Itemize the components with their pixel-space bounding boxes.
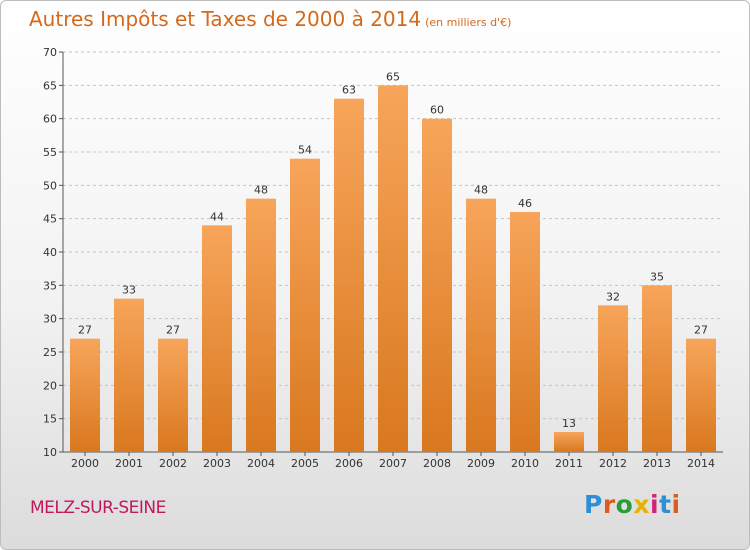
- y-tick-label: 50: [43, 179, 57, 192]
- data-label-2012: 32: [606, 290, 620, 303]
- logo-letter: t: [659, 490, 672, 519]
- bar-2003: [202, 225, 232, 452]
- x-tick-label-2013: 2013: [643, 457, 671, 470]
- x-tick-label-2010: 2010: [511, 457, 539, 470]
- bar-2000: [70, 338, 100, 452]
- data-label-2000: 27: [78, 324, 92, 337]
- bar-2002: [158, 338, 188, 452]
- x-tick-label-2005: 2005: [291, 457, 319, 470]
- logo-letter: i: [671, 490, 681, 519]
- x-tick-label-2006: 2006: [335, 457, 363, 470]
- data-label-2005: 54: [298, 144, 312, 157]
- data-label-2013: 35: [650, 270, 664, 283]
- data-label-2001: 33: [122, 284, 136, 297]
- x-tick-label-2000: 2000: [71, 457, 99, 470]
- commune-name: MELZ-SUR-SEINE: [30, 498, 166, 518]
- bar-2001: [114, 298, 144, 452]
- chart-title-text: Autres Impôts et Taxes de 2000 à 2014: [29, 7, 422, 31]
- bar-2007: [378, 85, 408, 452]
- x-tick-label-2001: 2001: [115, 457, 143, 470]
- data-label-2009: 48: [474, 184, 488, 197]
- bar-2012: [598, 305, 628, 452]
- data-label-2003: 44: [210, 210, 224, 223]
- chart-unit: (en milliers d'€): [425, 16, 512, 29]
- x-tick-label-2011: 2011: [555, 457, 583, 470]
- data-label-2004: 48: [254, 184, 268, 197]
- data-label-2014: 27: [694, 324, 708, 337]
- bar-2010: [510, 212, 540, 452]
- x-tick-label-2014: 2014: [687, 457, 715, 470]
- y-tick-label: 65: [43, 79, 57, 92]
- data-label-2002: 27: [166, 324, 180, 337]
- logo-letter: i: [650, 490, 660, 519]
- y-tick-label: 15: [43, 413, 57, 426]
- y-tick-label: 25: [43, 346, 57, 359]
- y-tick-label: 60: [43, 113, 57, 126]
- bar-2006: [334, 98, 364, 453]
- proxiti-logo[interactable]: Proxiti: [584, 490, 681, 519]
- logo-letter: o: [615, 490, 634, 519]
- bar-2013: [642, 285, 672, 452]
- y-tick-label: 35: [43, 279, 57, 292]
- bar-2004: [246, 198, 276, 452]
- x-tick-label-2012: 2012: [599, 457, 627, 470]
- y-tick-label: 70: [43, 46, 57, 59]
- bars: 27 33 27 44 48 54 63 65 60 48 46 13 32 35 27: [70, 70, 716, 453]
- logo-letter: r: [602, 490, 616, 519]
- data-label-2010: 46: [518, 197, 532, 210]
- y-tick-label: 10: [43, 446, 57, 459]
- axes: 10 15 20 25 30 35 40 45 50 55 60 65 70 2000 2001 2002 20…: [43, 46, 723, 470]
- data-label-2006: 63: [342, 84, 356, 97]
- logo-letter: P: [584, 490, 603, 519]
- x-tick-label-2009: 2009: [467, 457, 495, 470]
- chart-title: Autres Impôts et Taxes de 2000 à 2014 (en…: [29, 7, 511, 31]
- logo-letter: x: [633, 490, 650, 519]
- y-tick-label: 40: [43, 246, 57, 259]
- bar-2008: [422, 118, 452, 453]
- y-tick-label: 45: [43, 213, 57, 226]
- bar-2009: [466, 198, 496, 452]
- data-label-2007: 65: [386, 70, 400, 83]
- x-tick-label-2008: 2008: [423, 457, 451, 470]
- y-tick-label: 55: [43, 146, 57, 159]
- y-tick-label: 30: [43, 313, 57, 326]
- bar-2005: [290, 158, 320, 452]
- y-tick-label: 20: [43, 379, 57, 392]
- data-label-2011: 13: [562, 417, 576, 430]
- x-tick-label-2002: 2002: [159, 457, 187, 470]
- x-tick-label-2004: 2004: [247, 457, 275, 470]
- x-tick-label-2003: 2003: [203, 457, 231, 470]
- data-label-2008: 60: [430, 104, 444, 117]
- bar-2011: [554, 432, 584, 452]
- bar-2014: [686, 338, 716, 452]
- x-tick-label-2007: 2007: [379, 457, 407, 470]
